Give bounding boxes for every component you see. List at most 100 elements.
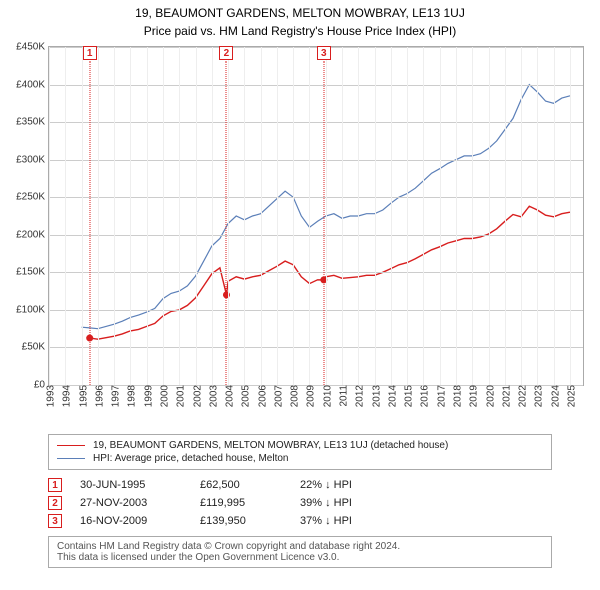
x-axis-label: 2019 xyxy=(465,385,480,407)
legend-label: 19, BEAUMONT GARDENS, MELTON MOWBRAY, LE… xyxy=(93,440,448,451)
x-axis-label: 2005 xyxy=(237,385,252,407)
gridline-v xyxy=(489,47,490,385)
sales-table: 130-JUN-1995£62,50022% ↓ HPI 2 27-NOV-2003… xyxy=(48,476,552,530)
gridline-v xyxy=(521,47,522,385)
x-axis-label: 2009 xyxy=(302,385,317,407)
legend: 19, BEAUMONT GARDENS, MELTON MOWBRAY, LE… xyxy=(48,434,552,470)
x-axis-label: 1994 xyxy=(58,385,73,407)
y-axis-label: £200K xyxy=(16,229,49,240)
sales-row-marker: 3 xyxy=(48,514,62,528)
gridline-v xyxy=(391,47,392,385)
gridline-h xyxy=(49,310,583,311)
x-axis-label: 2025 xyxy=(562,385,577,407)
x-axis-label: 1998 xyxy=(123,385,138,407)
gridline-v xyxy=(570,47,571,385)
gridline-v xyxy=(82,47,83,385)
sales-row-diff: 37% ↓ HPI xyxy=(300,515,410,527)
legend-swatch xyxy=(57,445,85,446)
sales-row: 316-NOV-2009£139,95037% ↓ HPI xyxy=(48,512,552,530)
sales-row: 130-JUN-1995£62,50022% ↓ HPI xyxy=(48,476,552,494)
footer-line-2: This data is licensed under the Open Gov… xyxy=(57,552,543,563)
y-axis-label: £250K xyxy=(16,192,49,203)
sales-row-marker: 2 xyxy=(48,496,62,510)
footer-line-1: Contains HM Land Registry data © Crown c… xyxy=(57,541,543,552)
x-axis-label: 2013 xyxy=(367,385,382,407)
x-axis-label: 2010 xyxy=(318,385,333,407)
gridline-v xyxy=(244,47,245,385)
gridline-v xyxy=(309,47,310,385)
x-axis-label: 2011 xyxy=(335,385,350,407)
x-axis-label: 1999 xyxy=(139,385,154,407)
legend-swatch xyxy=(57,458,85,459)
y-axis-label: £350K xyxy=(16,117,49,128)
sales-row-date: 27-NOV-2003 xyxy=(80,497,200,509)
gridline-v xyxy=(537,47,538,385)
gridline-h xyxy=(49,235,583,236)
x-axis-label: 2002 xyxy=(188,385,203,407)
legend-label: HPI: Average price, detached house, Melt… xyxy=(93,453,289,464)
x-axis-label: 2022 xyxy=(514,385,529,407)
gridline-v xyxy=(472,47,473,385)
sale-marker-box: 1 xyxy=(83,46,97,60)
sales-row-price: £139,950 xyxy=(200,515,300,527)
x-axis-label: 1997 xyxy=(107,385,122,407)
gridline-v xyxy=(163,47,164,385)
x-axis-label: 1995 xyxy=(74,385,89,407)
x-axis-label: 2007 xyxy=(269,385,284,407)
gridline-v xyxy=(147,47,148,385)
gridline-v xyxy=(342,47,343,385)
x-axis-label: 2023 xyxy=(530,385,545,407)
gridline-v xyxy=(326,47,327,385)
line-series-svg xyxy=(49,47,583,385)
x-axis-label: 2017 xyxy=(432,385,447,407)
gridline-v xyxy=(554,47,555,385)
gridline-v xyxy=(293,47,294,385)
y-axis-label: £450K xyxy=(16,42,49,53)
x-axis-label: 1996 xyxy=(90,385,105,407)
x-axis-label: 2001 xyxy=(172,385,187,407)
gridline-v xyxy=(228,47,229,385)
gridline-v xyxy=(261,47,262,385)
y-axis-label: £100K xyxy=(16,304,49,315)
footer-attribution: Contains HM Land Registry data © Crown c… xyxy=(48,536,552,568)
y-axis-label: £300K xyxy=(16,154,49,165)
gridline-v xyxy=(505,47,506,385)
x-axis-label: 2014 xyxy=(383,385,398,407)
sales-row-diff: 39% ↓ HPI xyxy=(300,497,410,509)
gridline-v xyxy=(440,47,441,385)
sale-marker-box: 2 xyxy=(219,46,233,60)
x-axis-label: 2012 xyxy=(351,385,366,407)
legend-row: 19, BEAUMONT GARDENS, MELTON MOWBRAY, LE… xyxy=(57,439,543,452)
gridline-h xyxy=(49,272,583,273)
y-axis-label: £50K xyxy=(22,342,49,353)
x-axis-label: 1993 xyxy=(42,385,57,407)
x-axis-label: 2020 xyxy=(481,385,496,407)
sales-row-price: £62,500 xyxy=(200,479,300,491)
x-axis-label: 2016 xyxy=(416,385,431,407)
sale-marker-line xyxy=(323,61,324,385)
x-axis-label: 2008 xyxy=(286,385,301,407)
sale-marker-line xyxy=(89,61,90,385)
gridline-v xyxy=(277,47,278,385)
x-axis-label: 2015 xyxy=(400,385,415,407)
sales-row-diff: 22% ↓ HPI xyxy=(300,479,410,491)
x-axis-label: 2003 xyxy=(204,385,219,407)
y-axis-label: £400K xyxy=(16,79,49,90)
gridline-v xyxy=(49,47,50,385)
chart-subtitle: Price paid vs. HM Land Registry's House … xyxy=(8,24,592,38)
gridline-v xyxy=(423,47,424,385)
gridline-h xyxy=(49,197,583,198)
sales-row-date: 30-JUN-1995 xyxy=(80,479,200,491)
gridline-v xyxy=(456,47,457,385)
gridline-v xyxy=(98,47,99,385)
gridline-v xyxy=(407,47,408,385)
chart-container: 19, BEAUMONT GARDENS, MELTON MOWBRAY, LE… xyxy=(0,0,600,576)
x-axis-label: 2024 xyxy=(546,385,561,407)
sales-row-price: £119,995 xyxy=(200,497,300,509)
chart-area: £0£50K£100K£150K£200K£250K£300K£350K£400… xyxy=(48,46,584,426)
gridline-v xyxy=(358,47,359,385)
gridline-v xyxy=(179,47,180,385)
gridline-v xyxy=(65,47,66,385)
gridline-v xyxy=(212,47,213,385)
gridline-v xyxy=(375,47,376,385)
